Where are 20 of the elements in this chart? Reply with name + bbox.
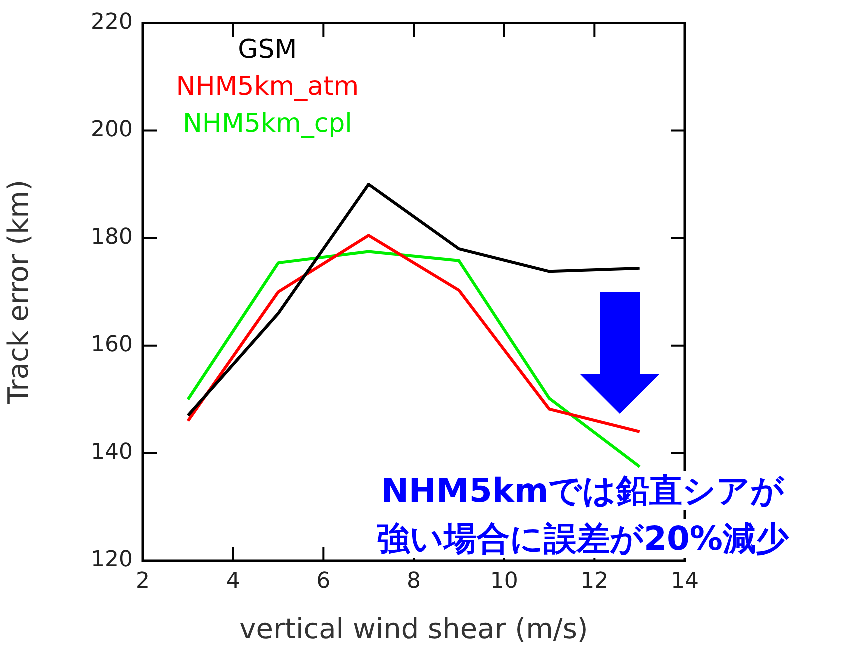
x-tick-label: 2 <box>136 568 150 594</box>
y-tick-label: 200 <box>91 117 133 142</box>
x-tick-label: 10 <box>490 568 518 594</box>
text: NHM5km_cpl <box>182 108 352 139</box>
annotation: NHM5kmでは鉛直シアが <box>381 471 785 510</box>
x-tick-label: 14 <box>671 568 699 594</box>
y-tick-label: 140 <box>91 440 133 466</box>
text: NHM5km_atm <box>176 72 360 102</box>
annotation: 強い場合に誤差が20%減少 <box>377 519 789 558</box>
x-tick-label: 6 <box>316 568 331 594</box>
y-axis-title: Track error (km) <box>2 180 36 406</box>
y-tick-label: 180 <box>91 225 133 250</box>
y-tick-label: 220 <box>91 10 133 35</box>
legend-label: GSM <box>238 34 298 65</box>
x-tick-label: 8 <box>407 568 421 594</box>
x-axis-title: vertical wind shear (m/s) <box>240 612 588 646</box>
y-tick-label: 160 <box>91 332 133 358</box>
x-tick-label: 12 <box>580 568 609 594</box>
y-tick-label: 120 <box>91 548 133 573</box>
x-tick-label: 4 <box>226 568 240 594</box>
